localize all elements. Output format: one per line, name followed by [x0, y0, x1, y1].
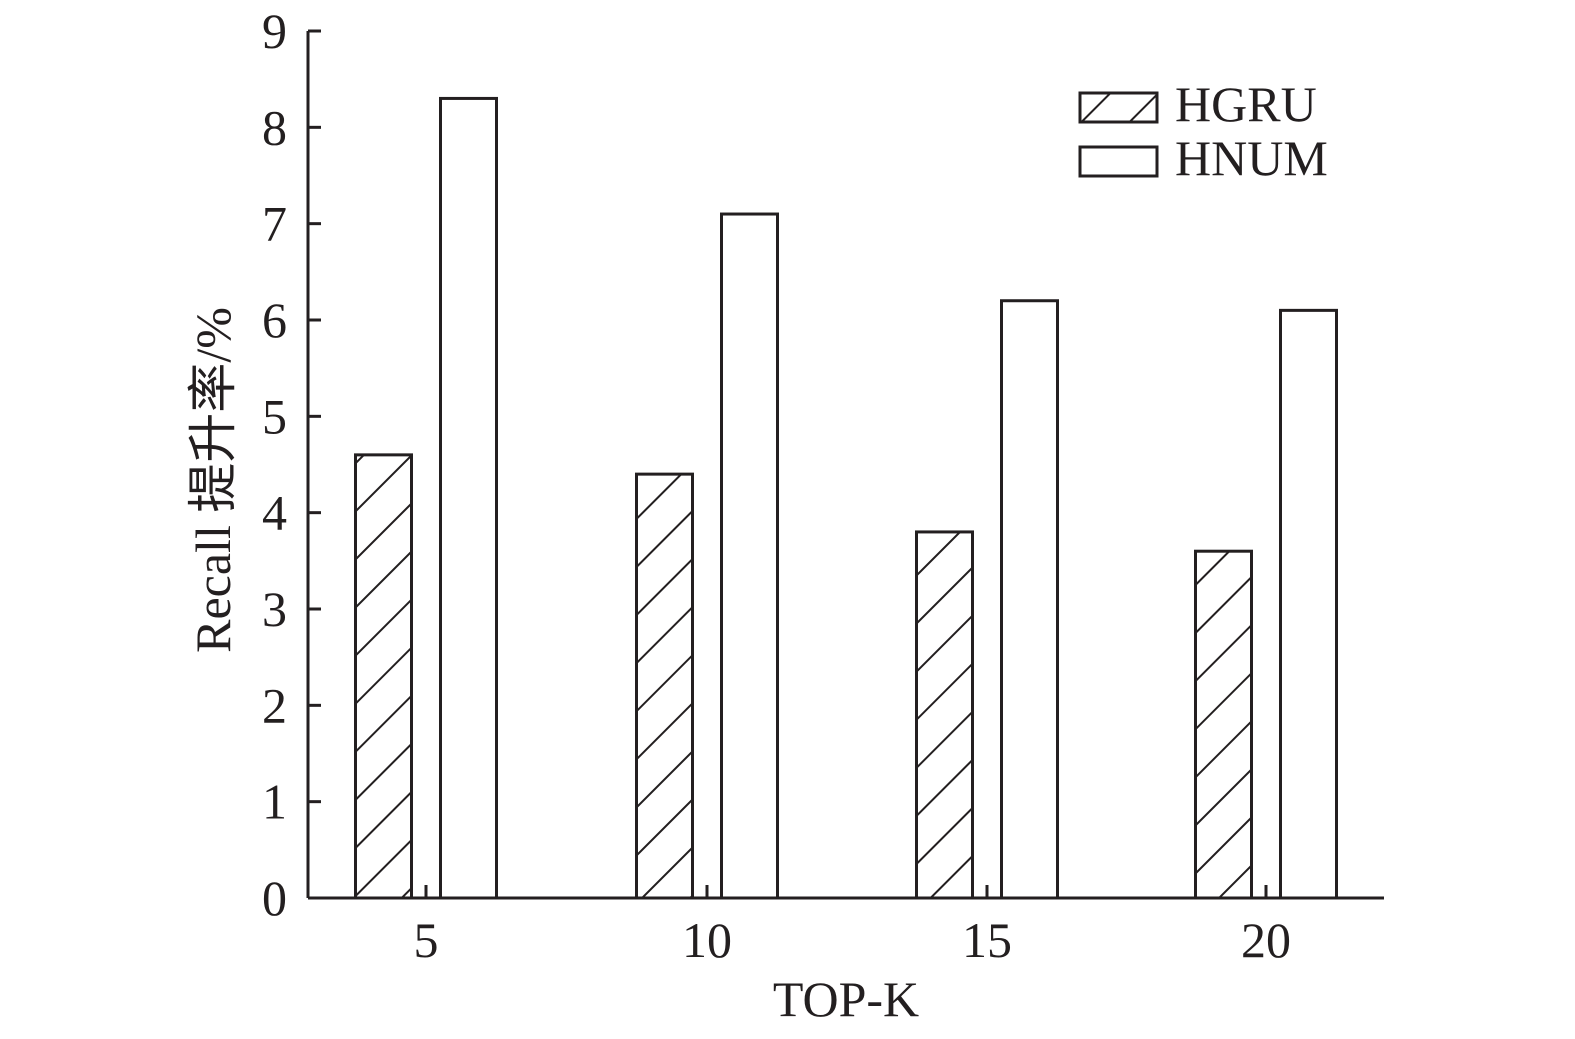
y-axis-ticks: 0 1 2 3 4 5 6 7 8 9 [262, 3, 321, 926]
y-tick-label: 7 [262, 196, 287, 252]
x-tick-label: 15 [962, 912, 1012, 968]
bar-hnum-10 [720, 212, 779, 900]
x-axis-label: TOP-K [773, 971, 919, 1027]
bars [354, 96, 1338, 900]
y-tick-label: 8 [262, 99, 287, 155]
bar-hnum-15 [1000, 299, 1059, 900]
bar-hgru-15 [915, 530, 974, 900]
y-tick-label: 1 [262, 774, 287, 830]
legend-label-hgru: HGRU [1175, 76, 1317, 132]
bar-hgru-20 [1194, 549, 1253, 900]
plot-area: 0 1 2 3 4 5 6 7 8 9 5 10 15 20 [262, 3, 1384, 968]
x-tick-label: 5 [414, 912, 439, 968]
y-tick-label: 3 [262, 581, 287, 637]
y-tick-label: 5 [262, 388, 287, 444]
x-axis-ticks: 5 10 15 20 [414, 885, 1291, 968]
bar-hgru-5 [354, 453, 413, 900]
legend-label-hnum: HNUM [1175, 130, 1328, 186]
y-tick-label: 4 [262, 485, 287, 541]
x-tick-label: 10 [682, 912, 732, 968]
bar-hnum-5 [439, 96, 498, 900]
y-tick-label: 0 [262, 870, 287, 926]
y-tick-label: 9 [262, 3, 287, 59]
legend-swatch-hnum [1078, 145, 1159, 178]
legend-swatch-hgru [1078, 91, 1159, 124]
y-tick-label: 2 [262, 677, 287, 733]
y-tick-label: 6 [262, 292, 287, 348]
bar-hgru-10 [635, 472, 694, 900]
y-axis-label: Recall 提升率/% [185, 307, 241, 653]
x-tick-label: 20 [1241, 912, 1291, 968]
bar-hnum-20 [1279, 308, 1338, 900]
